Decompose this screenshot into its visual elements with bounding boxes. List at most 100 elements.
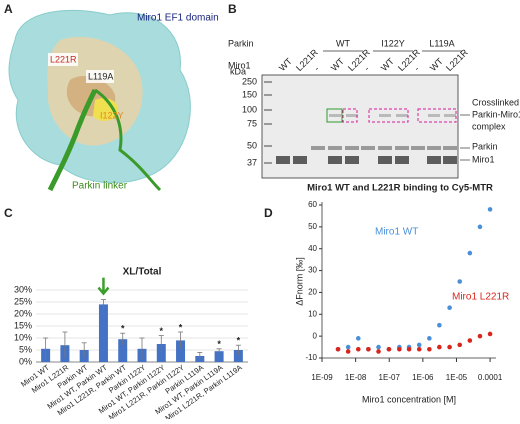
marker-label: 150: [242, 89, 257, 99]
marker-band: [264, 162, 272, 164]
highlight-box: [417, 108, 457, 123]
bar: [156, 344, 166, 362]
miro1-lane-label: -: [412, 64, 421, 73]
y-tick-label: 20: [308, 288, 317, 297]
parkin-band: [328, 146, 342, 150]
marker-label: 250: [242, 76, 257, 86]
complex-band: [329, 114, 341, 117]
y-tick-label: -10: [305, 353, 317, 362]
data-point: [487, 331, 493, 337]
miro1-band: [345, 156, 359, 164]
marker-label: 75: [247, 118, 257, 128]
data-point: [467, 250, 473, 256]
data-point: [397, 346, 402, 352]
bar: [98, 304, 108, 362]
marker-band: [264, 81, 272, 83]
miro1-band: [378, 156, 392, 164]
gel: [261, 74, 459, 179]
highlight-box: [326, 108, 343, 123]
x-tick-label: 1E-08: [345, 373, 367, 382]
data-point: [437, 344, 442, 350]
parkin-lane-label: I122Y: [381, 38, 405, 48]
complex-label: Crosslinked: [472, 97, 519, 107]
band-label: Parkin: [472, 141, 498, 151]
bar: [214, 351, 224, 362]
y-tick-label: 30: [308, 266, 317, 275]
miro1-band: [293, 156, 307, 164]
data-point: [366, 346, 371, 352]
x-tick-label: 1E-09: [311, 373, 333, 382]
data-point: [376, 349, 381, 354]
miro1-band: [443, 156, 457, 164]
miro1-lane-label: WT: [428, 56, 445, 73]
x-tick-label: 1E-05: [446, 373, 468, 382]
panel-label: D: [264, 206, 273, 220]
marker-label: 100: [242, 104, 257, 114]
miro1-lane-label: -: [362, 64, 371, 73]
y-tick-label: 0: [313, 331, 318, 340]
parkin-band: [443, 146, 457, 150]
data-point: [376, 344, 381, 350]
complex-band: [346, 114, 358, 117]
data-point: [457, 279, 463, 284]
data-point: [437, 322, 442, 328]
data-point: [416, 346, 422, 352]
residue-label: I122Y: [100, 110, 124, 120]
y-tick-label: 15%: [14, 320, 32, 330]
complex-band: [379, 114, 391, 117]
bar: [176, 340, 186, 362]
y-tick-label: 5%: [19, 344, 32, 354]
y-axis-label: ΔFnorm [‰]: [294, 257, 304, 306]
data-point: [427, 336, 432, 341]
data-point: [447, 305, 452, 311]
data-point: [335, 346, 341, 352]
complex-band: [444, 114, 456, 117]
miro1-band: [395, 156, 409, 164]
y-tick-label: 60: [308, 200, 317, 209]
miro1-lane-label: -: [312, 64, 321, 73]
series-label: Miro1 WT: [375, 227, 418, 238]
chart-title: Miro1 WT and L221R binding to Cy5-MTR: [307, 183, 493, 194]
residue-label: L119A: [88, 71, 113, 81]
data-point: [477, 333, 483, 339]
x-tick-label: 1E-07: [379, 373, 401, 382]
significance-star: *: [217, 339, 221, 349]
y-tick-label: 10%: [14, 332, 32, 342]
significance-star: *: [121, 324, 125, 334]
band-label: Miro1: [472, 154, 495, 164]
highlight-box: [368, 108, 409, 123]
miro1-lane-label: WT: [379, 56, 396, 73]
bar: [118, 339, 128, 362]
y-tick-label: 30%: [14, 284, 32, 294]
parkin-band: [411, 146, 425, 150]
data-point: [467, 338, 473, 343]
parkin-band: [361, 146, 375, 150]
panel-label: C: [4, 206, 13, 220]
scatter-chart: Miro1 WT and L221R binding to Cy5-MTR -10…: [294, 183, 509, 405]
structure-render: [0, 0, 205, 200]
data-point: [406, 346, 412, 352]
linker-label: Parkin linker: [72, 181, 128, 192]
marker-band: [264, 109, 272, 111]
series-label: Miro1 L221R: [452, 292, 509, 303]
data-point: [427, 346, 432, 352]
data-point: [487, 207, 493, 212]
marker-label: 50: [247, 140, 257, 150]
complex-band: [396, 114, 408, 117]
y-tick-label: 50: [308, 222, 317, 231]
parkin-lane-label: WT: [336, 38, 350, 48]
parkin-band: [395, 146, 409, 150]
significance-star: *: [237, 336, 241, 346]
parkin-lane-label: L119A: [429, 38, 454, 48]
x-tick-label: 0.0001: [478, 373, 503, 382]
row-label: Miro1: [228, 60, 251, 70]
highlight-box: [342, 108, 358, 123]
bar: [233, 350, 243, 362]
panel-label: A: [4, 2, 13, 16]
kda-label: kDa: [230, 66, 246, 76]
marker-band: [264, 145, 272, 147]
data-point: [345, 344, 351, 350]
parkin-band: [345, 146, 359, 150]
data-point: [477, 224, 483, 230]
